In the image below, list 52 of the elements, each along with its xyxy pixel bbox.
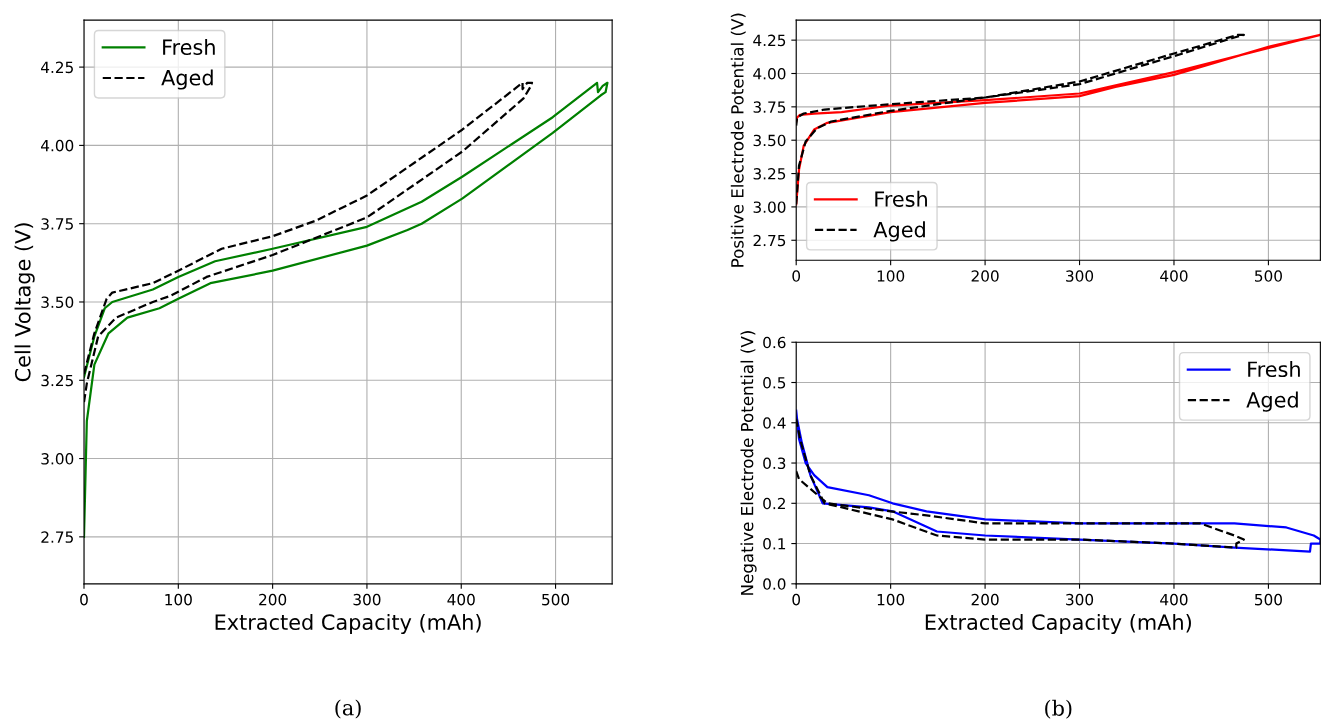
y-tick-label: 4.25 (41, 61, 73, 74)
legend-label: Fresh (163, 38, 215, 56)
x-tick-label: 0 (80, 593, 88, 606)
y-axis-title: Positive Electrode Potential (V) (730, 13, 746, 267)
y-tick-label: 0.0 (763, 578, 786, 590)
y-tick-label: 0.6 (763, 336, 786, 349)
x-tick-label: 100 (877, 270, 905, 282)
y-tick-label: 4.00 (41, 139, 74, 152)
x-tick-label: 0 (792, 270, 801, 282)
y-tick-label: 0.4 (763, 417, 786, 429)
x-axis-title: Extracted Capacity (mAh) (925, 613, 1191, 635)
x-tick-label: 100 (165, 593, 192, 606)
y-tick-label: 3.75 (753, 101, 786, 113)
x-tick-label: 400 (447, 593, 475, 606)
legend-label: Fresh (875, 190, 927, 207)
x-axis-title: Extracted Capacity (mAh) (215, 613, 481, 635)
text: (a) (335, 699, 361, 719)
x-tick-label: 400 (1160, 270, 1188, 282)
legend-label: Aged (1246, 391, 1298, 412)
legend-label: Fresh (1248, 360, 1300, 378)
y-tick-label: 3.50 (41, 296, 74, 308)
y-tick-label: 3.50 (753, 134, 786, 147)
y-tick-label: 3.75 (41, 218, 73, 230)
x-tick-label: 500 (1255, 270, 1282, 282)
y-tick-label: 3.25 (753, 168, 786, 180)
legend-label: Aged (161, 69, 213, 90)
x-tick-label: 500 (1255, 593, 1282, 606)
x-tick-label: 0 (792, 593, 801, 606)
x-tick-label: 500 (542, 593, 570, 606)
x-tick-label: 100 (877, 593, 905, 606)
legend-label: Aged (873, 221, 925, 242)
x-tick-label: 200 (971, 270, 999, 282)
y-tick-label: 0.3 (763, 457, 786, 470)
y-axis-title: Cell Voltage (V) (14, 223, 35, 382)
x-tick-label: 200 (971, 593, 999, 606)
y-tick-label: 0.1 (763, 538, 786, 550)
y-tick-label: 4.25 (753, 34, 786, 47)
x-tick-label: 400 (1160, 593, 1188, 606)
y-tick-label: 0.2 (763, 497, 785, 510)
y-tick-label: 3.25 (41, 374, 73, 387)
y-tick-label: 0.5 (763, 376, 786, 389)
x-tick-label: 200 (259, 593, 287, 606)
x-tick-label: 300 (1066, 270, 1094, 282)
y-tick-label: 2.75 (753, 234, 786, 247)
text: (b) (1045, 699, 1072, 719)
x-tick-label: 300 (1066, 593, 1094, 606)
y-tick-label: 4.00 (753, 67, 786, 80)
y-axis-title: Negative Electrode Potential (V) (740, 331, 757, 595)
y-tick-label: 2.75 (41, 531, 73, 543)
x-tick-label: 300 (353, 593, 381, 606)
y-tick-label: 3.00 (753, 201, 786, 213)
y-tick-label: 3.00 (41, 453, 74, 465)
